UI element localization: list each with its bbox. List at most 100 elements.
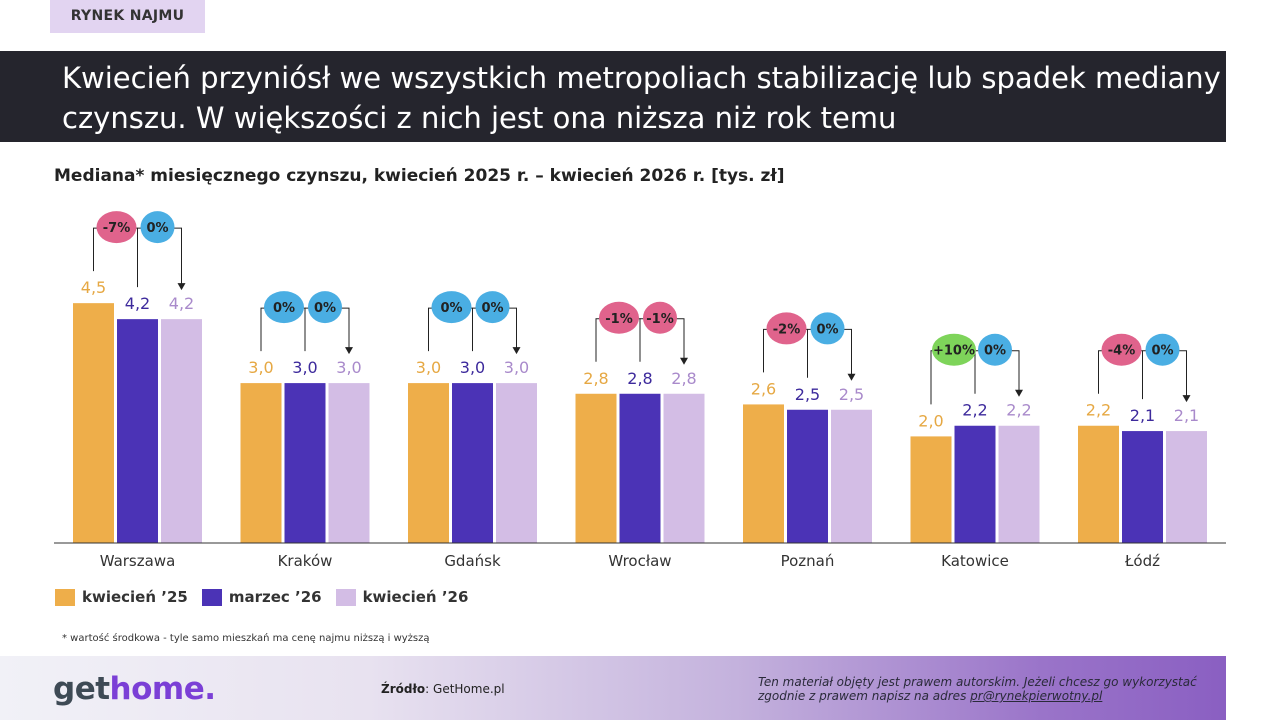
bar-Poznań-1 bbox=[787, 409, 828, 543]
logo-text-home: home. bbox=[109, 671, 216, 707]
x-tick-Wrocław: Wrocław bbox=[608, 552, 671, 570]
data-label-Warszawa-1: 4,2 bbox=[125, 294, 150, 313]
bar-Katowice-0 bbox=[910, 436, 952, 543]
bar-Warszawa-0 bbox=[73, 303, 114, 543]
bar-Wrocław-2 bbox=[663, 393, 705, 543]
bar-Warszawa-2 bbox=[161, 319, 202, 543]
data-label-Łódź-0: 2,2 bbox=[1086, 401, 1111, 420]
mom-badge-label-Warszawa: 0% bbox=[146, 221, 168, 236]
bar-Kraków-0 bbox=[240, 383, 282, 543]
bar-Poznań-2 bbox=[831, 409, 872, 543]
mom-badge-label-Poznań: 0% bbox=[816, 322, 838, 337]
data-label-Poznań-2: 2,5 bbox=[839, 385, 864, 404]
mom-badge-label-Łódź: 0% bbox=[1151, 344, 1173, 359]
bar-Gdańsk-1 bbox=[452, 383, 493, 543]
data-label-Kraków-0: 3,0 bbox=[248, 358, 273, 377]
data-label-Łódź-1: 2,1 bbox=[1130, 406, 1155, 425]
data-label-Gdańsk-2: 3,0 bbox=[504, 358, 529, 377]
data-label-Wrocław-1: 2,8 bbox=[627, 369, 652, 388]
copyright-email-link[interactable]: pr@rynekpierwotny.pl bbox=[970, 689, 1103, 703]
mom-arrow-Kraków bbox=[345, 347, 353, 355]
mom-arrow-Poznań bbox=[847, 373, 856, 381]
mom-badge-Katowice bbox=[978, 333, 1012, 366]
x-tick-Katowice: Katowice bbox=[941, 552, 1009, 570]
bar-Kraków-2 bbox=[328, 383, 370, 543]
legend-item-mar26: marzec ’26 bbox=[201, 588, 322, 606]
bar-Poznań-0 bbox=[743, 404, 784, 543]
legend-item-apr26: kwiecień ’26 bbox=[335, 588, 469, 606]
yoy-badge-label-Katowice: +10% bbox=[933, 344, 975, 359]
bar-Łódź-0 bbox=[1078, 425, 1119, 543]
mom-arrow-Łódź bbox=[1182, 395, 1191, 403]
source-note: Źródło: GetHome.pl bbox=[381, 682, 505, 696]
mom-arrow-Gdańsk bbox=[512, 347, 521, 355]
yoy-badge-Gdańsk bbox=[431, 291, 472, 324]
x-tick-Łódź: Łódź bbox=[1124, 552, 1160, 570]
bar-Łódź-1 bbox=[1122, 431, 1163, 543]
x-tick-Warszawa: Warszawa bbox=[100, 552, 176, 570]
gethome-logo[interactable]: gethome. bbox=[53, 671, 216, 707]
chart-legend: kwiecień ’25 marzec ’26 kwiecień ’26 bbox=[55, 588, 482, 606]
mom-badge-label-Katowice: 0% bbox=[984, 344, 1006, 359]
data-label-Gdańsk-0: 3,0 bbox=[416, 358, 441, 377]
legend-label-apr25: kwiecień ’25 bbox=[82, 588, 188, 606]
yoy-badge-Wrocław bbox=[599, 301, 639, 334]
legend-swatch-mar26 bbox=[201, 588, 222, 606]
bar-Katowice-2 bbox=[998, 425, 1040, 543]
data-label-Wrocław-2: 2,8 bbox=[671, 369, 696, 388]
chart-title: Mediana* miesięcznego czynszu, kwiecień … bbox=[54, 166, 785, 186]
mom-badge-label-Wrocław: -1% bbox=[646, 312, 673, 327]
bar-Gdańsk-2 bbox=[496, 383, 537, 543]
x-tick-Kraków: Kraków bbox=[278, 552, 333, 570]
legend-swatch-apr25 bbox=[55, 588, 75, 606]
mom-badge-Łódź bbox=[1145, 333, 1180, 366]
bar-Wrocław-0 bbox=[575, 393, 617, 543]
data-label-Wrocław-0: 2,8 bbox=[583, 369, 608, 388]
yoy-badge-label-Gdańsk: 0% bbox=[440, 301, 462, 316]
bar-Łódź-2 bbox=[1166, 431, 1207, 543]
data-label-Katowice-2: 2,2 bbox=[1006, 401, 1031, 420]
mom-arrow-Wrocław bbox=[680, 357, 688, 365]
legend-swatch-apr26 bbox=[335, 588, 356, 606]
headline-banner bbox=[0, 51, 1226, 142]
yoy-badge-label-Warszawa: -7% bbox=[103, 221, 130, 236]
mom-badge-label-Gdańsk: 0% bbox=[481, 301, 503, 316]
data-label-Łódź-2: 2,1 bbox=[1174, 406, 1199, 425]
data-label-Kraków-1: 3,0 bbox=[292, 358, 317, 377]
section-tag: RYNEK NAJMU bbox=[50, 0, 205, 33]
data-label-Gdańsk-1: 3,0 bbox=[460, 358, 485, 377]
mom-badge-Poznań bbox=[810, 312, 845, 345]
data-label-Katowice-1: 2,2 bbox=[962, 401, 987, 420]
headline-title: Kwiecień przyniósł we wszystkich metropo… bbox=[62, 61, 1221, 135]
bar-Katowice-1 bbox=[954, 425, 996, 543]
legend-label-mar26: marzec ’26 bbox=[228, 588, 322, 606]
copyright-text: Ten materiał objęty jest prawem autorski… bbox=[758, 675, 1197, 703]
legend-label-apr26: kwiecień ’26 bbox=[362, 588, 469, 606]
bar-Warszawa-1 bbox=[117, 319, 158, 543]
footer-bar bbox=[0, 656, 1226, 720]
mom-badge-Wrocław bbox=[643, 301, 677, 334]
yoy-badge-Łódź bbox=[1101, 333, 1142, 366]
mom-badge-Kraków bbox=[308, 291, 342, 324]
mom-badge-Gdańsk bbox=[475, 291, 510, 324]
bar-Kraków-1 bbox=[284, 383, 326, 543]
yoy-badge-Katowice bbox=[932, 333, 976, 366]
bar-Wrocław-1 bbox=[619, 393, 661, 543]
data-label-Poznań-1: 2,5 bbox=[795, 385, 820, 404]
yoy-badge-Kraków bbox=[264, 291, 304, 324]
yoy-badge-Poznań bbox=[766, 312, 807, 345]
yoy-badge-Warszawa bbox=[96, 211, 137, 244]
x-tick-Gdańsk: Gdańsk bbox=[444, 552, 501, 570]
mom-badge-label-Kraków: 0% bbox=[314, 301, 336, 316]
yoy-badge-label-Kraków: 0% bbox=[273, 301, 295, 316]
data-label-Kraków-2: 3,0 bbox=[336, 358, 361, 377]
x-tick-Poznań: Poznań bbox=[781, 552, 835, 570]
yoy-badge-label-Poznań: -2% bbox=[773, 322, 800, 337]
mom-badge-Warszawa bbox=[140, 211, 175, 244]
data-label-Warszawa-0: 4,5 bbox=[81, 278, 106, 297]
data-label-Katowice-0: 2,0 bbox=[918, 411, 943, 430]
source-label: Źródło bbox=[381, 682, 426, 696]
legend-item-apr25: kwiecień ’25 bbox=[55, 588, 188, 606]
logo-text-get: get bbox=[53, 671, 110, 707]
